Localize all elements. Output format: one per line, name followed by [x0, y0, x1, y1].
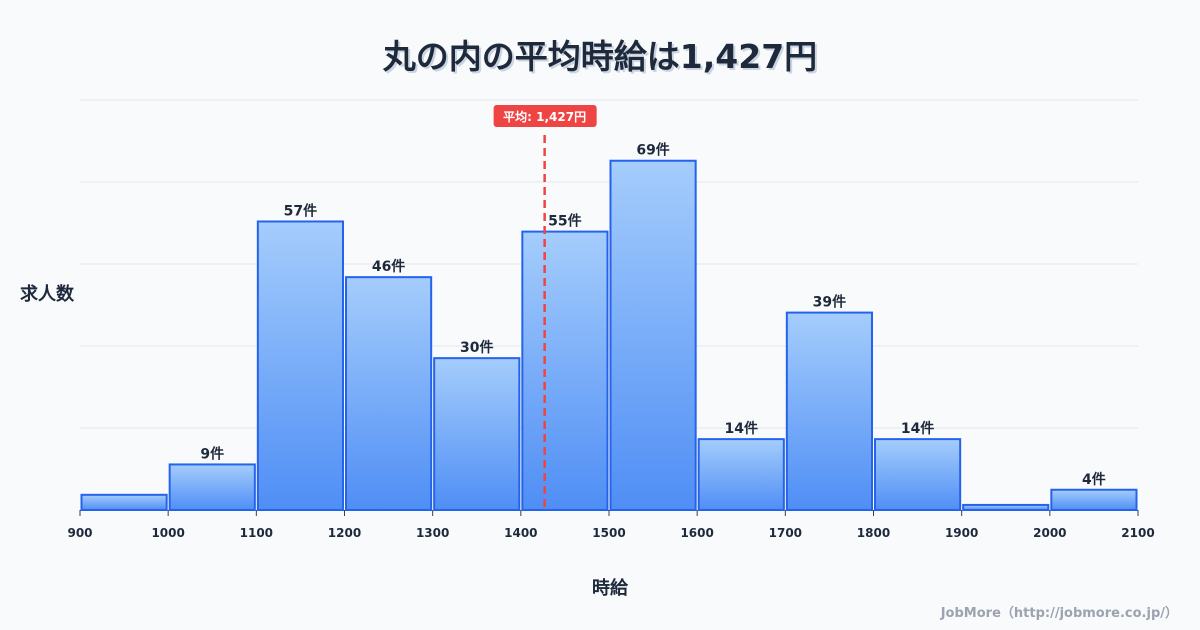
mean-label: 平均: 1,427円: [503, 109, 586, 124]
y-axis-label: 求人数: [20, 284, 74, 305]
bar-data-label: 4件: [1082, 471, 1106, 488]
x-tick-label: 2000: [1033, 526, 1066, 540]
bar-data-label: 57件: [284, 202, 317, 219]
x-tick-label: 1200: [328, 526, 361, 540]
histogram-bar: [962, 503, 1050, 511]
histogram-bar: [1050, 488, 1138, 511]
x-tick-label: 1900: [945, 526, 978, 540]
x-tick-label: 900: [67, 526, 92, 540]
histogram-bar: [168, 463, 256, 512]
chart-title: 丸の内の平均時給は1,427円: [382, 37, 818, 76]
x-tick-label: 1700: [769, 526, 802, 540]
bar-data-label: 55件: [548, 213, 581, 230]
bar-data-label: 14件: [725, 420, 758, 437]
x-tick-label: 1100: [240, 526, 273, 540]
bar-data-label: 14件: [901, 420, 934, 437]
x-tick-label: 1800: [857, 526, 890, 540]
x-tick-label: 1000: [151, 526, 184, 540]
histogram-bar: [874, 438, 962, 511]
histogram-bar: [609, 159, 697, 511]
histogram-bar: [521, 230, 609, 511]
x-tick-label: 1500: [592, 526, 625, 540]
credit-text: JobMore（http://jobmore.co.jp/）: [940, 606, 1178, 621]
x-axis-label: 時給: [592, 578, 628, 599]
x-tick-label: 1400: [504, 526, 537, 540]
histogram-bar: [345, 276, 433, 511]
bar-data-label: 39件: [813, 294, 846, 311]
x-tick-label: 1300: [416, 526, 449, 540]
histogram-bar: [433, 357, 521, 512]
bar-data-label: 9件: [200, 445, 224, 462]
histogram-bar: [256, 220, 345, 511]
histogram-bar: [697, 438, 785, 511]
bar-data-label: 46件: [372, 258, 405, 275]
histogram-bar: [80, 493, 168, 512]
bar-data-label: 69件: [636, 142, 669, 159]
mean-label-badge: [493, 105, 597, 127]
bar-data-label: 30件: [460, 339, 493, 356]
histogram-bar: [785, 311, 873, 511]
x-tick-label: 1600: [680, 526, 713, 540]
x-tick-label: 2100: [1121, 526, 1154, 540]
